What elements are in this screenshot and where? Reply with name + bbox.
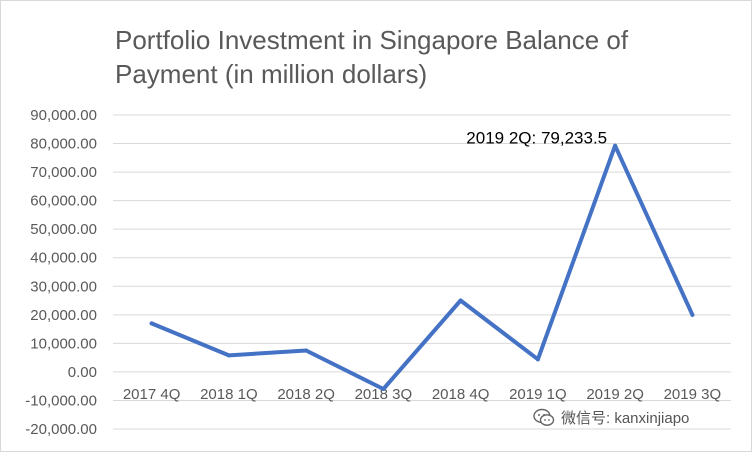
series-line bbox=[149, 143, 695, 391]
data-point bbox=[613, 143, 618, 148]
data-point bbox=[458, 298, 463, 303]
y-tick-label: -20,000.00 bbox=[25, 421, 97, 438]
wechat-icon bbox=[533, 408, 555, 428]
peak-annotation: 2019 2Q: 79,233.5 bbox=[466, 129, 607, 148]
y-tick-label: 80,000.00 bbox=[30, 136, 97, 153]
watermark: 微信号: kanxinjiapo bbox=[533, 407, 689, 428]
y-tick-label: 30,000.00 bbox=[30, 278, 97, 295]
y-tick-label: 90,000.00 bbox=[30, 107, 97, 124]
data-point bbox=[304, 348, 309, 353]
data-point bbox=[535, 357, 540, 362]
x-tick-label: 2018 3Q bbox=[355, 386, 413, 403]
y-tick-label: -10,000.00 bbox=[25, 392, 97, 409]
data-point bbox=[690, 312, 695, 317]
x-tick-label: 2018 4Q bbox=[432, 386, 490, 403]
y-tick-label: 60,000.00 bbox=[30, 193, 97, 210]
data-point bbox=[381, 387, 386, 392]
x-tick-label: 2017 4Q bbox=[123, 386, 181, 403]
x-tick-label: 2018 2Q bbox=[277, 386, 335, 403]
watermark-text: 微信号: kanxinjiapo bbox=[561, 410, 690, 427]
chart-title: Portfolio Investment in Singapore Balanc… bbox=[115, 25, 629, 89]
x-tick-label: 2019 3Q bbox=[664, 386, 722, 403]
x-tick-label: 2019 1Q bbox=[509, 386, 567, 403]
y-tick-label: 40,000.00 bbox=[30, 250, 97, 267]
y-tick-label: 0.00 bbox=[68, 364, 97, 381]
x-tick-label: 2018 1Q bbox=[200, 386, 258, 403]
y-tick-label: 50,000.00 bbox=[30, 221, 97, 238]
y-tick-label: 10,000.00 bbox=[30, 335, 97, 352]
data-point bbox=[149, 321, 154, 326]
data-point bbox=[226, 353, 231, 358]
y-tick-label: 20,000.00 bbox=[30, 307, 97, 324]
y-tick-label: 70,000.00 bbox=[30, 164, 97, 181]
x-tick-label: 2019 2Q bbox=[586, 386, 644, 403]
